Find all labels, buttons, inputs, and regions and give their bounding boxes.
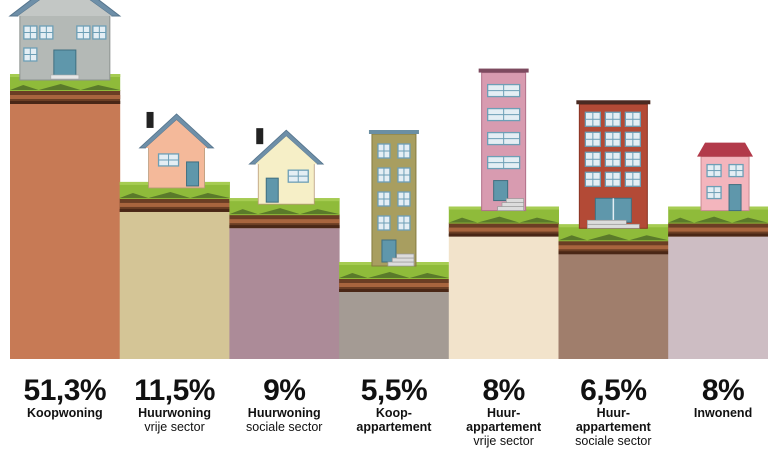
value-label: 5,5% xyxy=(360,374,428,407)
bar-7 xyxy=(668,206,768,359)
bar-6 xyxy=(558,224,669,359)
category-name: Koopwoning xyxy=(27,406,103,420)
bar-3 xyxy=(229,198,340,359)
house-chimney-icon xyxy=(248,128,325,205)
bar-body xyxy=(448,236,559,359)
bars-layer xyxy=(10,74,768,359)
large-house-icon xyxy=(8,0,122,81)
category-subtitle: sociale sector xyxy=(246,420,323,434)
bar-body xyxy=(668,236,768,359)
category-name: Huurwoning xyxy=(247,406,321,420)
value-label: 6,5% xyxy=(580,374,647,407)
category-name: Koop- xyxy=(375,406,412,420)
category-label-2: 11,5% Huurwoning vrije sector xyxy=(121,374,229,435)
category-name: Huurwoning xyxy=(138,406,211,420)
category-name: appartement xyxy=(575,420,651,434)
buildings-layer xyxy=(8,0,754,267)
bar-1 xyxy=(10,74,121,359)
bar-body xyxy=(339,292,450,359)
bar-body xyxy=(229,228,340,359)
value-label: 51,3% xyxy=(23,374,107,407)
category-name: appartement xyxy=(466,420,542,434)
value-label: 11,5% xyxy=(134,374,215,407)
bar-body xyxy=(10,104,121,359)
value-label: 8% xyxy=(482,374,525,407)
category-label-5: 8% Huur-appartement vrije sector xyxy=(450,374,558,449)
category-name: appartement xyxy=(356,420,432,434)
category-subtitle: sociale sector xyxy=(575,434,652,448)
category-name: Huur- xyxy=(596,406,630,420)
house-chimney-icon xyxy=(138,111,215,189)
small-house-icon xyxy=(697,142,754,212)
bar-5 xyxy=(448,206,559,359)
category-label-6: 6,5% Huur-appartement sociale sector xyxy=(559,374,667,449)
apartment-block-icon xyxy=(576,100,651,229)
bar-4 xyxy=(339,262,450,359)
value-label: 9% xyxy=(263,374,306,407)
apartment-tower-icon xyxy=(478,68,529,212)
value-label: 8% xyxy=(701,374,745,407)
category-label-7: 8% Inwonend xyxy=(669,374,768,421)
category-label-3: 9% Huurwoning sociale sector xyxy=(230,374,338,435)
category-subtitle: vrije sector xyxy=(473,434,534,448)
category-name: Inwonend xyxy=(693,406,753,420)
apartment-tower-icon xyxy=(368,130,419,267)
bar-2 xyxy=(119,181,230,359)
category-name: Huur- xyxy=(486,406,521,420)
category-label-1: 51,3% Koopwoning xyxy=(11,374,119,421)
category-subtitle: vrije sector xyxy=(144,420,205,434)
bar-body xyxy=(119,211,230,359)
category-label-4: 5,5% Koop-appartement xyxy=(340,374,448,435)
bar-body xyxy=(558,254,669,359)
